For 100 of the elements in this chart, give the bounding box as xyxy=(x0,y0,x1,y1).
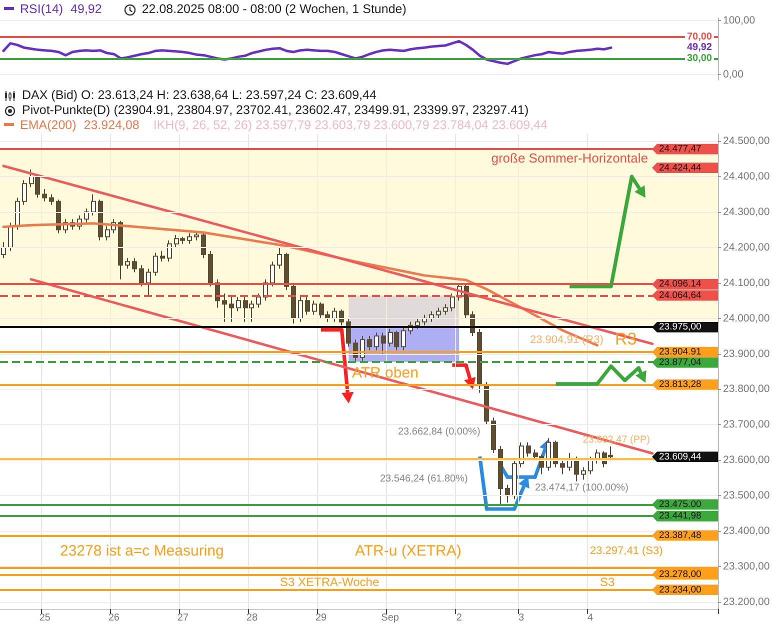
ref-line-label: 24.064,64 xyxy=(659,290,702,301)
candlestick xyxy=(284,252,289,290)
y-tick-label: 23.600,00 xyxy=(723,454,770,466)
candlestick xyxy=(305,296,310,316)
line-series xyxy=(2,40,612,66)
ref-line-label: 24.096.14 xyxy=(659,278,702,290)
x-tick-label: 27 xyxy=(177,612,189,624)
candlestick xyxy=(201,232,206,259)
candlestick xyxy=(118,220,123,280)
candlestick xyxy=(291,282,296,324)
candlestick xyxy=(512,460,517,500)
ref-line-label: 24.477,47 xyxy=(659,144,702,155)
candlestick xyxy=(146,268,151,298)
ref-line-label: 23.234,00 xyxy=(659,584,702,596)
y-tick-label: 23.800,00 xyxy=(723,383,770,396)
candlestick xyxy=(132,258,137,273)
legend-label: RSI(14) xyxy=(18,2,66,16)
candlestick xyxy=(560,460,565,475)
x-tick-label: 29 xyxy=(315,612,328,624)
candlestick xyxy=(422,314,427,326)
text: IKH(9, 26, 52, 26) 23.597,79 23.603,79 23.600,79 23.784,04 23.609,44 xyxy=(151,118,550,132)
candlestick xyxy=(505,484,510,504)
annotation: 49,92 xyxy=(686,42,712,54)
annotation: 23.662,84 (0.00%) xyxy=(398,426,480,438)
y-tick-label: 24.500,00 xyxy=(723,135,770,148)
candlestick xyxy=(277,246,282,270)
annotation: 23.474,17 (100.00%) xyxy=(535,482,628,494)
ref-line-label: 23.278,00 xyxy=(659,568,702,580)
annotation: 23.546,24 (61.80%) xyxy=(380,474,468,484)
candlestick xyxy=(401,326,406,351)
ref-line-label: 23.877,04 xyxy=(659,357,702,368)
candlestick xyxy=(491,417,496,454)
candlestick xyxy=(581,466,586,480)
candlestick xyxy=(236,296,241,312)
text: 22.08.2025 08:00 - 08:00 (2 Wochen, 1 Stunde) xyxy=(140,2,408,16)
candlestick xyxy=(381,332,386,354)
annotation: ATR-u (XETRA) xyxy=(355,542,462,560)
candlestick xyxy=(498,445,503,506)
y-tick-label: 24.100,00 xyxy=(723,276,770,289)
candlestick xyxy=(443,304,448,316)
annotation: 23278 ist a=c Measuring xyxy=(60,542,224,560)
annotation: 23.297,41 (S3) xyxy=(590,545,663,557)
ref-line-label: 23.904.91 xyxy=(659,346,702,358)
ref-line-label: 23.387,48 xyxy=(659,530,702,541)
x-tick-label: 2 xyxy=(456,612,462,624)
candlestick xyxy=(415,318,420,330)
ref-line-label: 30,00 xyxy=(686,52,712,64)
annotation: S3 xyxy=(600,575,616,589)
ref-line-label: 23.441,98 xyxy=(659,510,702,522)
candlestick xyxy=(526,442,531,458)
chart-title: DAX (Bid) O: 23.613,24 H: 23.638,64 L: 23.597,24 C: 23.609,44 xyxy=(20,88,378,102)
candlestick xyxy=(567,452,572,472)
candlestick xyxy=(84,208,89,224)
candlestick xyxy=(91,194,96,216)
y-tick-label: 24.000,00 xyxy=(723,312,770,324)
candlestick xyxy=(98,199,103,241)
annotation: 24.424,44 xyxy=(659,162,702,174)
annotation: große Sommer-Horizontale xyxy=(491,150,648,166)
y-tick-label: 23.500,00 xyxy=(723,490,770,502)
candlestick xyxy=(153,252,158,276)
x-tick-label: 28 xyxy=(246,612,258,624)
y-tick-label: 23.400,00 xyxy=(723,525,770,538)
y-tick-label: 23.200,00 xyxy=(723,596,770,608)
candlestick xyxy=(574,456,579,482)
x-tick-label: 25 xyxy=(39,612,51,624)
candlestick xyxy=(270,261,275,287)
ref-line-label: 23.475.00 xyxy=(659,498,702,510)
ref-line-label: 70,00 xyxy=(686,31,712,42)
candlestick xyxy=(429,310,434,322)
candlestick xyxy=(546,438,551,472)
y-tick-label: 0,00 xyxy=(723,68,744,81)
x-tick-label: 26 xyxy=(108,612,120,624)
chart-subtitle: Pivot-Punkte(D) (23904.91, 23804.97, 23702.41, 23602.47, 23499.91, 23399.97, 23297.41) xyxy=(20,103,531,117)
text: 23.924,08 xyxy=(78,118,142,132)
candlestick xyxy=(49,194,54,206)
ref-line-label: 23.813,28 xyxy=(659,379,702,390)
y-tick-label: 23.900,00 xyxy=(723,348,770,360)
candlestick xyxy=(42,188,47,202)
candlestick xyxy=(367,336,372,351)
candlestick xyxy=(298,296,303,322)
candlestick xyxy=(194,230,199,241)
candlestick xyxy=(312,300,317,316)
candlestick xyxy=(222,293,227,322)
candlestick xyxy=(346,318,351,348)
x-tick-label: 4 xyxy=(588,612,594,624)
candlestick xyxy=(208,250,213,287)
candlestick xyxy=(125,258,130,270)
candlestick xyxy=(588,456,593,475)
annotation: 23.609,44 xyxy=(659,451,702,462)
candlestick xyxy=(15,197,20,230)
candlestick xyxy=(436,307,441,319)
y-tick-label: 100,00 xyxy=(723,14,756,27)
y-tick-label: 23.300,00 xyxy=(723,560,770,572)
ref-line-label: 23.975,00 xyxy=(659,322,702,333)
text: 49,92 xyxy=(65,2,104,16)
candlestick xyxy=(374,332,379,351)
candlestick xyxy=(160,250,165,262)
candlestick xyxy=(256,293,261,308)
candlestick xyxy=(477,328,482,394)
y-tick-label: 24.300,00 xyxy=(723,206,770,218)
